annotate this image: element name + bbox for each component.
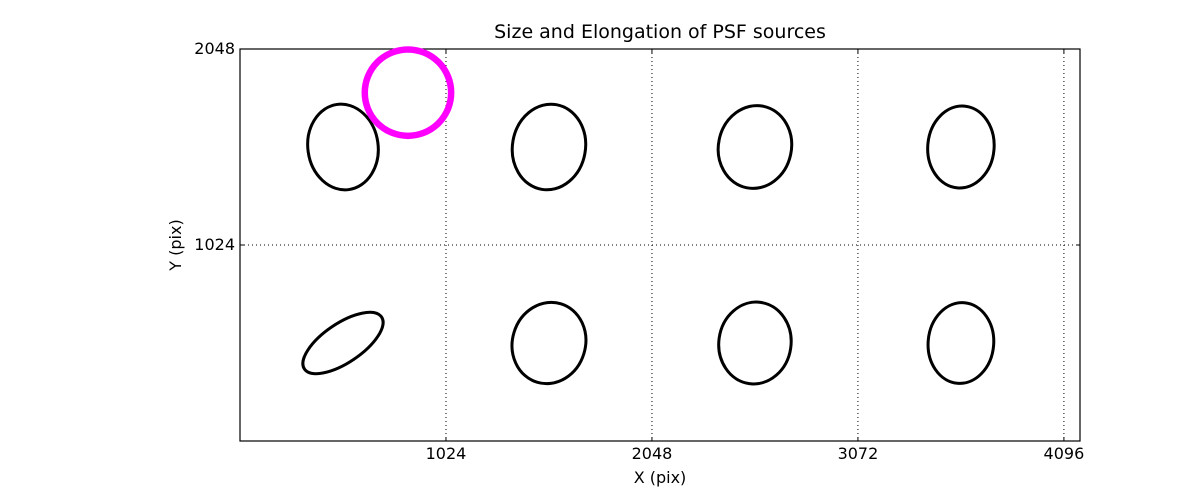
psf-ellipse xyxy=(306,102,380,192)
psf-ellipse xyxy=(301,310,385,376)
psf-ellipse xyxy=(926,104,996,190)
psf-ellipse xyxy=(510,300,588,386)
psf-ellipse xyxy=(717,300,793,386)
x-tick-label: 3072 xyxy=(837,444,879,463)
axes-frame xyxy=(239,48,1081,442)
x-tick-label: 4096 xyxy=(1043,444,1085,463)
psf-ellipse xyxy=(716,104,794,190)
y-axis-label: Y (pix) xyxy=(166,219,185,271)
flagged-source-circle xyxy=(361,46,455,140)
psf-ellipse xyxy=(926,301,996,385)
x-tick-label: 2048 xyxy=(631,444,673,463)
psf-ellipse xyxy=(510,102,588,192)
x-axis-label: X (pix) xyxy=(633,468,687,487)
y-tick-label: 1024 xyxy=(194,235,235,254)
y-tick-label: 2048 xyxy=(194,39,235,58)
x-tick-label: 1024 xyxy=(425,444,467,463)
chart-title: Size and Elongation of PSF sources xyxy=(494,21,826,43)
